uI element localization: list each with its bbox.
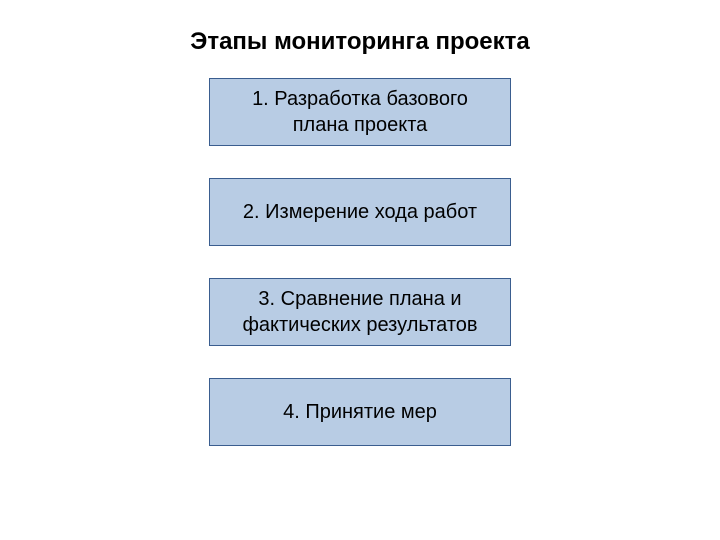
step-box-1: 1. Разработка базового плана проекта	[209, 78, 511, 146]
step-label: 3. Сравнение плана и фактических результ…	[226, 286, 494, 338]
diagram-container: Этапы мониторинга проекта 1. Разработка …	[0, 0, 720, 540]
step-box-4: 4. Принятие мер	[209, 378, 511, 446]
diagram-title: Этапы мониторинга проекта	[190, 28, 529, 56]
step-label: 1. Разработка базового плана проекта	[226, 86, 494, 138]
step-box-3: 3. Сравнение плана и фактических результ…	[209, 278, 511, 346]
step-label: 4. Принятие мер	[283, 399, 437, 425]
step-label: 2. Измерение хода работ	[243, 199, 477, 225]
step-box-2: 2. Измерение хода работ	[209, 178, 511, 246]
